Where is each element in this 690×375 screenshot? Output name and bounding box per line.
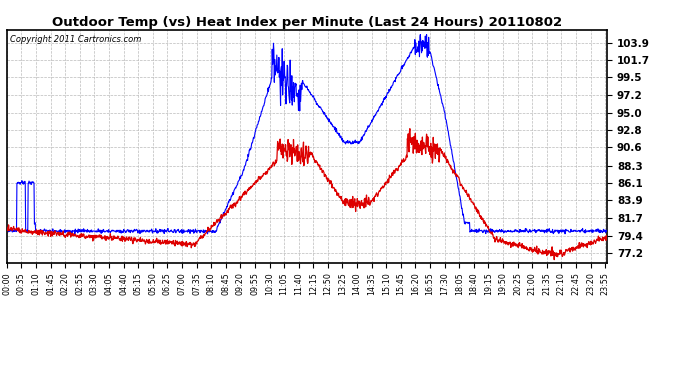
Text: Copyright 2011 Cartronics.com: Copyright 2011 Cartronics.com [10,34,141,44]
Title: Outdoor Temp (vs) Heat Index per Minute (Last 24 Hours) 20110802: Outdoor Temp (vs) Heat Index per Minute … [52,16,562,29]
